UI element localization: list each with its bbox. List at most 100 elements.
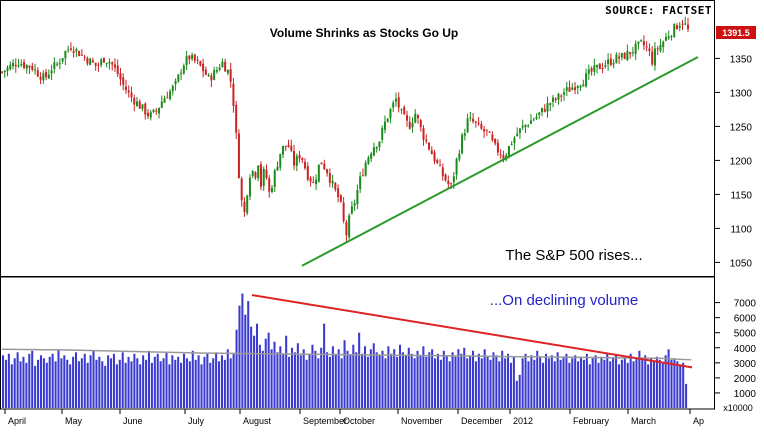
volume-bar bbox=[182, 353, 186, 408]
x-tick-label: July bbox=[188, 416, 205, 426]
volume-bar bbox=[19, 361, 22, 408]
volume-bar bbox=[547, 358, 550, 408]
volume-bar bbox=[366, 356, 369, 408]
volume-bar bbox=[562, 356, 565, 408]
price-candle-body bbox=[130, 92, 133, 98]
volume-bar bbox=[623, 356, 626, 408]
volume-bar bbox=[276, 352, 279, 408]
price-candle-body bbox=[282, 145, 285, 155]
volume-bar bbox=[171, 355, 174, 408]
price-candle-body bbox=[224, 61, 227, 72]
price-candle-body bbox=[604, 65, 607, 67]
volume-bar bbox=[206, 353, 209, 408]
price-candle-body bbox=[455, 158, 458, 175]
price-candle-body bbox=[392, 102, 395, 108]
price-candle-body bbox=[546, 103, 549, 112]
price-candle-body bbox=[246, 195, 249, 214]
price-candle-body bbox=[651, 51, 654, 65]
price-candle-body bbox=[42, 73, 45, 81]
price-candle-body bbox=[386, 118, 389, 122]
volume-bar bbox=[390, 353, 393, 408]
price-candle-body bbox=[45, 71, 48, 78]
x-tick-label: August bbox=[243, 416, 272, 426]
volume-bar bbox=[136, 358, 139, 408]
volume-bar bbox=[95, 359, 98, 408]
volume-bar bbox=[579, 356, 583, 408]
volume-bar bbox=[670, 359, 673, 408]
price-candle-body bbox=[367, 157, 370, 164]
price-candle-body bbox=[480, 124, 483, 129]
price-candle-body bbox=[612, 62, 615, 65]
volume-bar bbox=[77, 361, 80, 408]
volume-bar bbox=[682, 362, 685, 408]
price-candle-body bbox=[411, 122, 414, 128]
volume-bar bbox=[673, 358, 676, 408]
price-candle-body bbox=[152, 109, 155, 113]
price-y-tick-label: 1050 bbox=[730, 258, 753, 269]
price-candle-body bbox=[433, 152, 436, 162]
price-candle-body bbox=[631, 52, 634, 54]
x-tick-label: February bbox=[573, 416, 610, 426]
price-candle-body bbox=[543, 108, 546, 112]
volume-bar bbox=[542, 362, 545, 408]
volume-bar bbox=[218, 361, 221, 408]
price-candle-body bbox=[226, 69, 229, 74]
volume-bar bbox=[197, 355, 200, 408]
volume-bar bbox=[544, 353, 548, 408]
volume-bar bbox=[133, 353, 136, 408]
price-candle-body bbox=[94, 62, 97, 66]
price-candle-body bbox=[262, 168, 265, 186]
volume-bar bbox=[524, 353, 527, 408]
volume-bar bbox=[606, 353, 609, 408]
volume-bar bbox=[539, 356, 542, 408]
volume-bar bbox=[650, 358, 653, 408]
volume-bar bbox=[363, 346, 367, 408]
volume-bar bbox=[372, 343, 375, 408]
volume-bar bbox=[323, 323, 326, 408]
price-candle-body bbox=[83, 56, 86, 58]
last-price-badge: 1391.5 bbox=[716, 26, 756, 39]
price-candle-body bbox=[248, 177, 251, 197]
price-candle-body bbox=[620, 53, 623, 58]
price-candle-body bbox=[637, 41, 640, 44]
price-candle-body bbox=[147, 112, 150, 117]
volume-bar bbox=[226, 349, 229, 408]
price-candle-body bbox=[309, 177, 312, 182]
volume-bar bbox=[521, 358, 524, 408]
price-candle-body bbox=[590, 68, 593, 72]
price-y-tick-label: 1100 bbox=[730, 224, 752, 235]
price-candle-body bbox=[521, 125, 524, 128]
volume-bar bbox=[66, 359, 69, 408]
price-candle-body bbox=[196, 59, 199, 61]
price-candle-body bbox=[532, 119, 535, 121]
volume-bar bbox=[594, 355, 597, 408]
volume-bars bbox=[2, 293, 688, 408]
volume-bar bbox=[419, 355, 422, 408]
price-candle-body bbox=[626, 50, 629, 60]
volume-bar bbox=[147, 350, 151, 408]
volume-bar bbox=[247, 301, 250, 408]
volume-bar bbox=[229, 358, 232, 408]
volume-bar bbox=[139, 364, 142, 408]
x-tick-label: November bbox=[401, 416, 443, 426]
price-candle-body bbox=[582, 84, 585, 87]
volume-bar bbox=[308, 353, 311, 408]
price-candle-body bbox=[122, 77, 125, 85]
volume-bar bbox=[188, 361, 191, 408]
volume-bar bbox=[121, 352, 124, 408]
price-candle-body bbox=[568, 87, 571, 92]
price-candle-body bbox=[155, 110, 158, 112]
volume-bar bbox=[89, 355, 92, 408]
volume-bar bbox=[501, 350, 504, 408]
volume-bar bbox=[142, 355, 145, 408]
price-candle-body bbox=[138, 101, 141, 109]
price-candle-body bbox=[419, 120, 422, 128]
volume-bar bbox=[258, 344, 261, 408]
volume-bar bbox=[457, 349, 460, 408]
x-tick-label: June bbox=[123, 416, 143, 426]
price-candle-body bbox=[229, 69, 232, 82]
volume-bar bbox=[72, 356, 75, 408]
price-candle-body bbox=[469, 117, 472, 119]
